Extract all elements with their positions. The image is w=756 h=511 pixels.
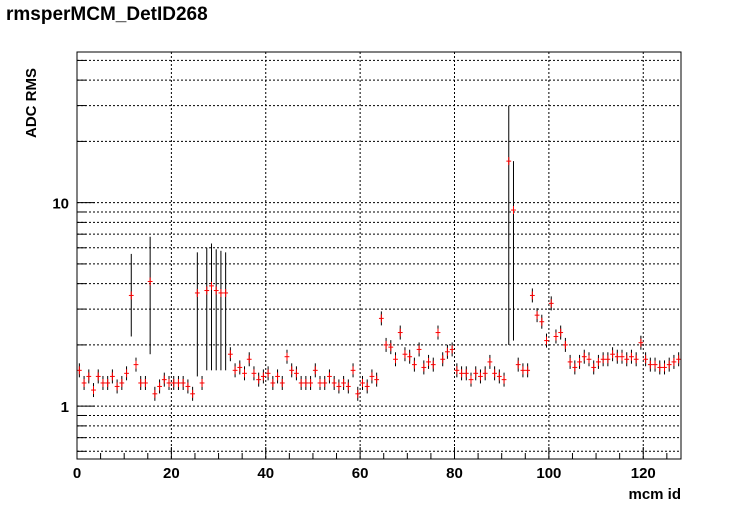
x-tick-label: 0 [73,465,81,482]
x-tick-label: 60 [352,465,369,482]
plot-frame [76,51,682,460]
x-tick-label: 80 [446,465,463,482]
x-tick-label: 40 [257,465,274,482]
x-tick-label: 100 [536,465,561,482]
x-tick-label: 20 [163,465,180,482]
x-axis: 0 20 40 60 80 100 120 [73,447,668,482]
x-axis-label: mcm id [628,486,681,503]
y-axis-label: ADC RMS [23,68,40,138]
chart-title: rmsperMCM_DetID268 [6,4,208,25]
data-point-layer [76,157,682,398]
grid-layer [76,52,681,459]
x-tick-label: 120 [631,465,656,482]
y-tick-label: 10 [52,196,69,213]
y-tick-label: 1 [61,399,69,416]
y-axis: 1 10 [52,59,95,452]
